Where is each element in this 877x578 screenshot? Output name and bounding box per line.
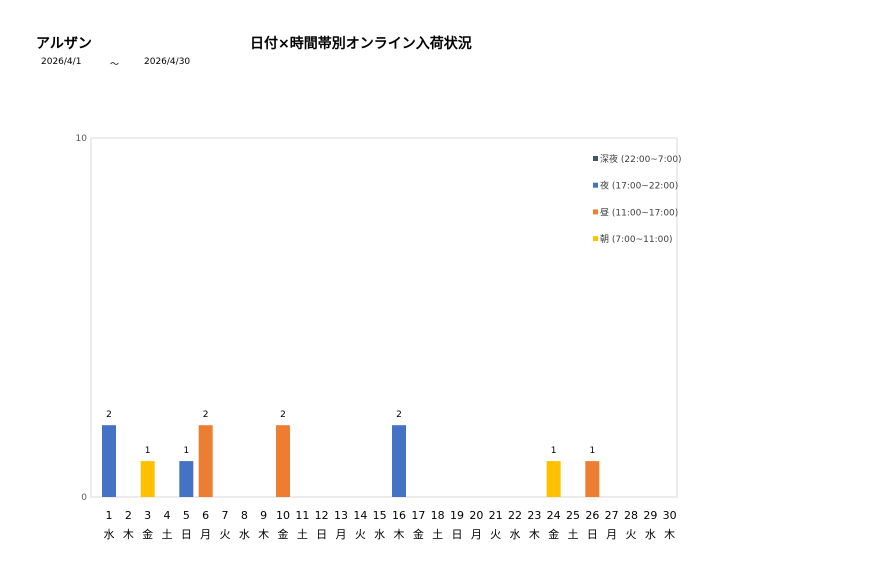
bar-value-label: 2 bbox=[396, 410, 402, 420]
x-tick-weekday: 土 bbox=[162, 528, 173, 541]
x-tick-day: 26 bbox=[585, 509, 599, 522]
x-tick-day: 25 bbox=[566, 509, 580, 522]
x-tick-day: 2 bbox=[125, 509, 132, 522]
x-tick-weekday: 木 bbox=[529, 528, 540, 541]
x-tick-day: 10 bbox=[276, 509, 290, 522]
x-tick-weekday: 水 bbox=[510, 528, 521, 541]
legend-swatch bbox=[593, 156, 598, 161]
x-tick-weekday: 日 bbox=[181, 528, 192, 541]
x-tick-weekday: 月 bbox=[336, 528, 347, 541]
x-tick-day: 16 bbox=[392, 509, 406, 522]
x-tick-day: 14 bbox=[353, 509, 367, 522]
x-tick-day: 28 bbox=[624, 509, 638, 522]
x-tick-day: 11 bbox=[295, 509, 309, 522]
date-range-end: 2026/4/30 bbox=[144, 57, 191, 67]
chart-title: 日付×時間帯別オンライン入荷状況 bbox=[250, 36, 472, 52]
x-tick-day: 29 bbox=[643, 509, 657, 522]
bar-day-16-series-1 bbox=[392, 425, 406, 497]
x-tick-day: 18 bbox=[431, 509, 445, 522]
x-tick-weekday: 水 bbox=[374, 528, 385, 541]
x-tick-weekday: 土 bbox=[297, 528, 308, 541]
bar-value-label: 1 bbox=[183, 446, 189, 456]
x-tick-day: 4 bbox=[164, 509, 171, 522]
bar-day-26-series-2 bbox=[585, 461, 600, 497]
x-tick-weekday: 木 bbox=[394, 528, 405, 541]
x-tick-day: 6 bbox=[202, 509, 209, 522]
x-tick-day: 22 bbox=[508, 509, 522, 522]
x-tick-weekday: 火 bbox=[490, 528, 501, 541]
x-tick-weekday: 月 bbox=[606, 528, 617, 541]
legend-swatch bbox=[593, 182, 598, 188]
y-tick-label: 10 bbox=[76, 134, 88, 144]
bar-value-label: 2 bbox=[106, 410, 112, 420]
x-tick-day: 24 bbox=[547, 509, 561, 522]
x-tick-weekday: 火 bbox=[355, 528, 366, 541]
legend-entry: 夜 (17:00~22:00) bbox=[600, 180, 678, 192]
bar-value-label: 2 bbox=[203, 410, 209, 420]
x-tick-weekday: 金 bbox=[413, 527, 424, 541]
x-tick-weekday: 日 bbox=[587, 528, 598, 541]
bar-value-label: 1 bbox=[145, 446, 151, 456]
x-tick-day: 5 bbox=[183, 509, 190, 522]
x-tick-day: 7 bbox=[222, 509, 229, 522]
x-tick-day: 12 bbox=[315, 509, 329, 522]
x-tick-weekday: 木 bbox=[664, 528, 675, 541]
bar-day-3-series-3 bbox=[140, 461, 155, 497]
x-tick-weekday: 月 bbox=[200, 528, 211, 541]
x-tick-day: 19 bbox=[450, 509, 464, 522]
x-tick-weekday: 水 bbox=[239, 528, 250, 541]
legend-entry: 朝 (7:00~11:00) bbox=[600, 234, 673, 245]
x-tick-weekday: 金 bbox=[548, 527, 559, 541]
x-tick-weekday: 土 bbox=[432, 528, 443, 541]
bar-value-label: 2 bbox=[280, 410, 286, 420]
legend-swatch bbox=[593, 209, 598, 215]
x-tick-weekday: 火 bbox=[220, 528, 231, 541]
legend-entry: 昼 (11:00~17:00) bbox=[600, 207, 678, 218]
x-tick-day: 15 bbox=[373, 509, 387, 522]
legend-swatch bbox=[593, 236, 598, 242]
x-tick-day: 20 bbox=[469, 509, 483, 522]
x-tick-day: 8 bbox=[241, 509, 248, 522]
x-tick-day: 13 bbox=[334, 509, 348, 522]
x-tick-day: 23 bbox=[527, 509, 541, 522]
y-tick-label: 0 bbox=[81, 493, 87, 503]
x-tick-day: 27 bbox=[605, 509, 619, 522]
x-tick-weekday: 金 bbox=[142, 527, 153, 541]
x-tick-day: 21 bbox=[489, 509, 503, 522]
x-tick-day: 9 bbox=[260, 509, 267, 522]
plot-area bbox=[90, 137, 678, 498]
x-tick-weekday: 木 bbox=[258, 528, 269, 541]
x-tick-day: 3 bbox=[144, 509, 151, 522]
legend-entry: 深夜 (22:00~7:00) bbox=[600, 153, 682, 165]
store-name: アルザン bbox=[36, 36, 92, 52]
x-tick-weekday: 日 bbox=[316, 528, 327, 541]
date-range-start: 2026/4/1 bbox=[41, 57, 82, 67]
bar-value-label: 1 bbox=[589, 446, 595, 456]
x-tick-weekday: 日 bbox=[452, 528, 463, 541]
bar-day-5-series-1 bbox=[179, 461, 194, 497]
date-range-separator: ～ bbox=[110, 60, 120, 70]
x-tick-weekday: 火 bbox=[626, 528, 637, 541]
bar-day-24-series-3 bbox=[546, 461, 561, 497]
x-tick-day: 30 bbox=[663, 509, 677, 522]
bar-day-6-series-2 bbox=[198, 425, 213, 497]
x-tick-weekday: 水 bbox=[104, 528, 115, 541]
x-tick-weekday: 金 bbox=[278, 527, 289, 541]
bar-day-1-series-1 bbox=[102, 425, 116, 497]
x-tick-day: 17 bbox=[411, 509, 425, 522]
x-tick-weekday: 水 bbox=[645, 528, 656, 541]
x-tick-weekday: 木 bbox=[123, 528, 134, 541]
bar-value-label: 1 bbox=[551, 446, 557, 456]
x-tick-weekday: 月 bbox=[471, 528, 482, 541]
x-tick-weekday: 土 bbox=[568, 528, 579, 541]
x-tick-day: 1 bbox=[106, 509, 113, 522]
bar-day-10-series-2 bbox=[276, 425, 290, 497]
